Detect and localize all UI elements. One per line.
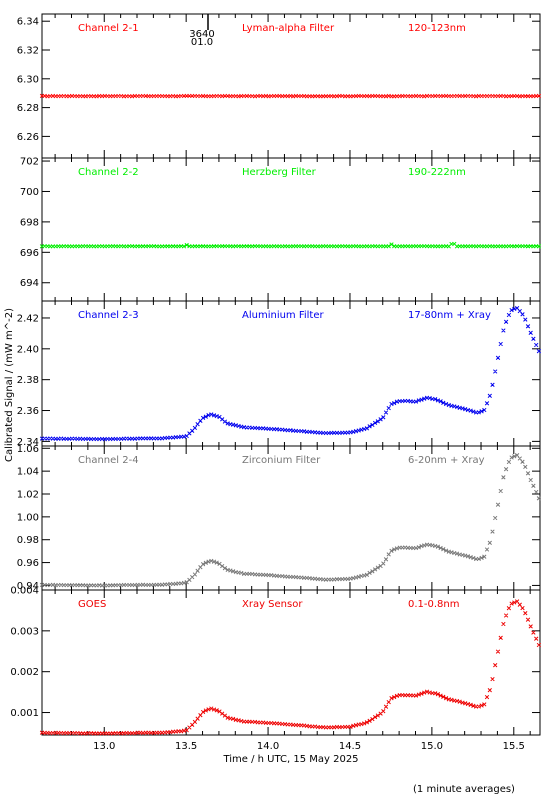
panel-channel-label: Channel 2-3: [78, 310, 139, 321]
y-tick-label: 702: [20, 157, 39, 168]
x-tick-label: 14.0: [257, 741, 279, 752]
y-tick-label: 0.004: [10, 586, 39, 597]
x-tick-label: 13.5: [175, 741, 197, 752]
panel-band-label: 17-80nm + Xray: [408, 310, 491, 321]
x-tick-label: 15.0: [421, 741, 443, 752]
panel-channel-label: Channel 2-4: [78, 455, 139, 466]
y-tick-label: 1.02: [17, 490, 39, 501]
panel-2: 694 696 698 700 702 Channel 2-2 Herzberg Filte…: [20, 157, 542, 302]
footnote: (1 minute averages): [413, 784, 515, 795]
y-tick-label: 2.36: [17, 406, 39, 417]
x-tick-label: 15.5: [503, 741, 525, 752]
data-series-markers: [39, 305, 542, 442]
y-tick-label: 6.30: [17, 74, 39, 85]
panel-frame: [41, 445, 541, 591]
marker-label-1: 3640: [189, 29, 214, 40]
y-tick-label: 698: [20, 217, 39, 228]
panel-4: 0.94 0.96 0.98 1.00 1.02 1.04 1.06 Channel 2-4 Z…: [17, 444, 542, 592]
y-tick-label: 700: [20, 187, 39, 198]
panel-channel-label: Channel 2-2: [78, 167, 139, 178]
y-tick-label: 0.96: [17, 558, 39, 569]
panel-5: 0.001 0.002 0.003 0.004 GOES Xray Sensor 0.1-0…: [10, 586, 542, 736]
panel-band-label: 190-222nm: [408, 167, 466, 178]
panel-1: 6.26 6.28 6.30 6.32 6.34 Channel 2-1 Lyman-alp…: [17, 13, 542, 159]
panels: 6.26 6.28 6.30 6.32 6.34 Channel 2-1 Lyman-alp…: [10, 13, 542, 752]
y-tick-label: 0.94: [17, 581, 39, 592]
x-tick-label: 13.0: [93, 741, 115, 752]
y-tick-label: 0.98: [17, 535, 39, 546]
y-tick-label: 0.001: [10, 708, 39, 719]
y-tick-label: 6.32: [17, 46, 39, 57]
data-series-markers: [39, 453, 542, 588]
y-tick-label: 1.00: [17, 512, 39, 523]
y-tick-label: 6.34: [17, 17, 39, 28]
panel-channel-label: GOES: [78, 599, 106, 610]
panel-band-label: 6-20nm + Xray: [408, 455, 485, 466]
y-tick-label: 2.34: [17, 437, 39, 448]
y-tick-label: 1.06: [17, 444, 39, 455]
x-tick-label: 14.5: [339, 741, 361, 752]
data-series-markers: [39, 599, 542, 736]
y-axis-label: Calibrated Signal / (mW m^-2): [4, 308, 15, 462]
panel-frame: [41, 13, 541, 159]
panel-filter-label: Herzberg Filter: [242, 167, 317, 178]
y-tick-label: 2.38: [17, 375, 39, 386]
y-tick-label: 6.26: [17, 132, 39, 143]
panel-band-label: 120-123nm: [408, 23, 466, 34]
marker-label-2: 01.0: [191, 37, 213, 48]
y-tick-label: 0.003: [10, 626, 39, 637]
y-tick-label: 1.04: [17, 467, 39, 478]
data-series-markers: [39, 241, 542, 249]
marker-annotation: 3640 01.0: [189, 14, 215, 48]
panel-filter-label: Zirconium Filter: [242, 455, 321, 466]
panel-3: 2.34 2.36 2.38 2.40 2.42 Channel 2-3 Aluminium…: [17, 300, 542, 448]
y-tick-label: 694: [20, 278, 39, 289]
panel-filter-label: Aluminium Filter: [242, 310, 325, 321]
data-series-markers: [39, 93, 542, 99]
panel-channel-label: Channel 2-1: [78, 23, 139, 34]
y-tick-label: 2.40: [17, 344, 39, 355]
y-tick-label: 696: [20, 248, 39, 259]
panel-frame: [41, 300, 541, 447]
y-tick-label: 6.28: [17, 103, 39, 114]
x-axis-label: Time / h UTC, 15 May 2025: [222, 754, 358, 765]
panel-band-label: 0.1-0.8nm: [408, 599, 460, 610]
panel-filter-label: Lyman-alpha Filter: [242, 23, 335, 34]
panel-frame: [41, 157, 541, 302]
panel-frame: [41, 589, 541, 736]
y-tick-label: 0.002: [10, 667, 39, 678]
y-tick-label: 2.42: [17, 313, 39, 324]
panel-filter-label: Xray Sensor: [242, 599, 303, 610]
